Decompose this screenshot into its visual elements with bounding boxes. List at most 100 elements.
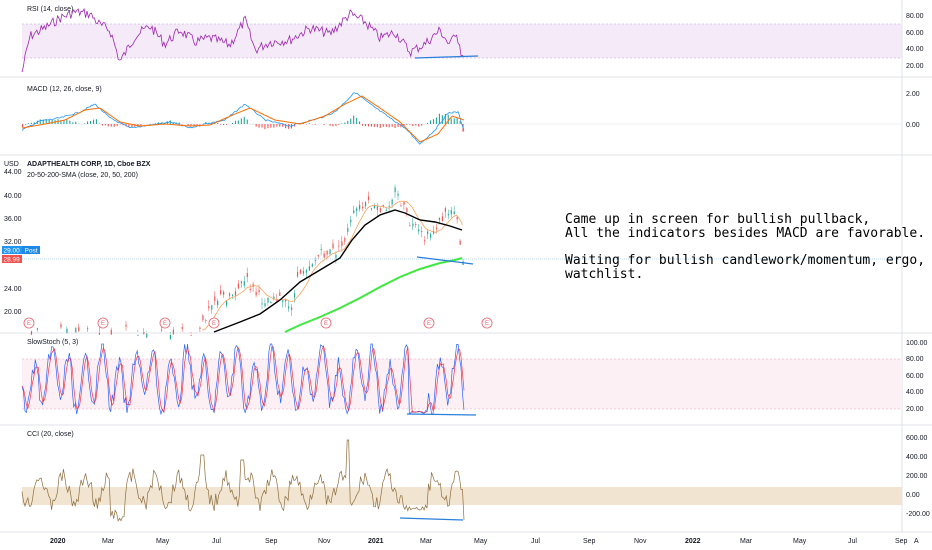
macd-histogram-bar	[128, 124, 130, 128]
macd-histogram-bar	[288, 124, 290, 129]
candle-body	[424, 240, 426, 242]
annotation-note[interactable]: Came up in screen for bullish pullback, …	[565, 212, 925, 282]
time-tick: Sep	[583, 538, 596, 545]
candle-body	[237, 283, 240, 289]
scale-auto-button[interactable]: A	[914, 538, 919, 545]
candle-body	[326, 250, 328, 255]
macd-histogram-bar	[181, 124, 183, 125]
candle-body	[66, 328, 68, 334]
macd-histogram-bar	[441, 115, 443, 124]
candlesticks	[30, 184, 464, 340]
macd-histogram-bar	[323, 124, 325, 125]
rsi-band	[22, 24, 902, 58]
candle-body	[400, 205, 402, 207]
candle-body	[231, 294, 234, 296]
macd-histogram-bar	[25, 124, 27, 125]
candle-body	[226, 300, 228, 306]
cci-axis: 600.00 400.00 200.00 0.00 -200.00	[906, 435, 930, 518]
macd-histogram-bar	[30, 122, 32, 124]
candle-body	[379, 208, 381, 213]
macd-histogram-bar	[347, 120, 349, 124]
earnings-marker[interactable]: E	[208, 317, 220, 329]
macd-histogram-bar	[453, 118, 455, 124]
macd-line	[21, 92, 465, 145]
stoch-tick: 80.00	[906, 356, 924, 363]
macd-histogram-bar	[447, 114, 449, 124]
rsi-trendline[interactable]	[414, 55, 479, 59]
earnings-marker[interactable]: E	[320, 317, 332, 329]
candle-body	[288, 306, 290, 309]
stoch-trendline[interactable]	[406, 413, 477, 416]
macd-histogram-bar	[169, 120, 171, 124]
candle-body	[267, 297, 269, 303]
macd-histogram-bar	[178, 122, 180, 124]
candle-body	[385, 209, 387, 211]
stoch-pane[interactable]: SlowStoch (5, 3) 100.00 80.00 60.00 40.0…	[21, 339, 928, 416]
candle-body	[273, 296, 275, 300]
rsi-pane[interactable]: RSI (14, close) 80.00 60.00 40.00 20.00	[21, 6, 924, 73]
rsi-line	[21, 7, 465, 73]
post-price: 28.99	[4, 257, 21, 264]
candle-body	[249, 288, 251, 291]
candle-body	[246, 273, 248, 278]
candle-body	[450, 210, 452, 215]
earnings-marker[interactable]: E	[481, 317, 493, 329]
candle-body	[362, 206, 364, 209]
earnings-marker[interactable]: E	[159, 317, 171, 329]
macd-histogram-bar	[104, 124, 106, 126]
macd-histogram-bar	[388, 124, 390, 128]
candle-body	[255, 291, 257, 296]
price-trendline[interactable]	[416, 256, 474, 265]
cci-trendline[interactable]	[399, 517, 464, 521]
candle-body	[208, 306, 210, 309]
candle-body	[199, 327, 201, 329]
macd-pane[interactable]: MACD (12, 26, close, 9) 2.00 0.00	[21, 86, 920, 145]
earnings-marker[interactable]: E	[423, 317, 435, 329]
last-price: 29.00	[4, 248, 21, 255]
macd-histogram-bar	[456, 118, 458, 124]
candle-body	[373, 204, 376, 209]
candle-body	[305, 270, 308, 273]
macd-histogram-bar	[344, 122, 346, 124]
candle-body	[350, 219, 352, 223]
candle-body	[279, 292, 281, 296]
macd-histogram-bar	[341, 123, 343, 124]
candle-body	[406, 208, 408, 213]
rsi-tick: 20.00	[906, 63, 924, 70]
svg-text:E: E	[27, 321, 31, 327]
last-price-badge: 29.00 Post	[2, 246, 40, 255]
earnings-marker[interactable]: E	[97, 317, 109, 329]
earnings-marker[interactable]: E	[23, 317, 35, 329]
time-tick: Sep	[265, 538, 278, 545]
time-axis[interactable]: 2020 Mar May Jul Sep Nov 2021 Mar May Ju…	[50, 538, 919, 545]
candle-body	[36, 328, 38, 330]
candle-body	[421, 231, 423, 233]
macd-histogram-bar	[459, 121, 461, 124]
rsi-tick: 80.00	[906, 13, 924, 20]
earnings-markers[interactable]: E E E E E E E	[23, 317, 493, 329]
price-currency: USD	[4, 161, 19, 168]
price-pane[interactable]: USD ADAPTHEALTH CORP, 1D, Cboe BZX 20-50…	[2, 161, 925, 340]
candle-body	[335, 254, 337, 258]
price-tick: 36.00	[4, 216, 22, 223]
macd-histogram-bar	[95, 119, 97, 124]
macd-histogram-bar	[329, 124, 331, 126]
candle-body	[217, 300, 219, 306]
candle-body	[376, 206, 378, 210]
price-axis: 44.00 40.00 36.00 32.00 24.00 20.00	[4, 169, 22, 316]
candle-body	[220, 290, 222, 295]
time-tick: Mar	[740, 538, 753, 545]
macd-histogram-bar	[22, 124, 24, 128]
macd-histogram-bar	[237, 120, 239, 124]
svg-text:E: E	[101, 321, 105, 327]
candle-body	[427, 231, 429, 235]
cci-pane[interactable]: CCI (20, close) 600.00 400.00 200.00 0.0…	[21, 431, 930, 522]
rsi-label: RSI (14, close)	[27, 6, 73, 13]
macd-histogram-bar	[365, 124, 367, 127]
svg-text:E: E	[324, 321, 328, 327]
candle-body	[160, 329, 163, 331]
note-line: All the indicators besides MACD are favo…	[565, 226, 925, 241]
macd-histogram-bar	[63, 120, 65, 124]
macd-histogram-bar	[60, 120, 62, 124]
